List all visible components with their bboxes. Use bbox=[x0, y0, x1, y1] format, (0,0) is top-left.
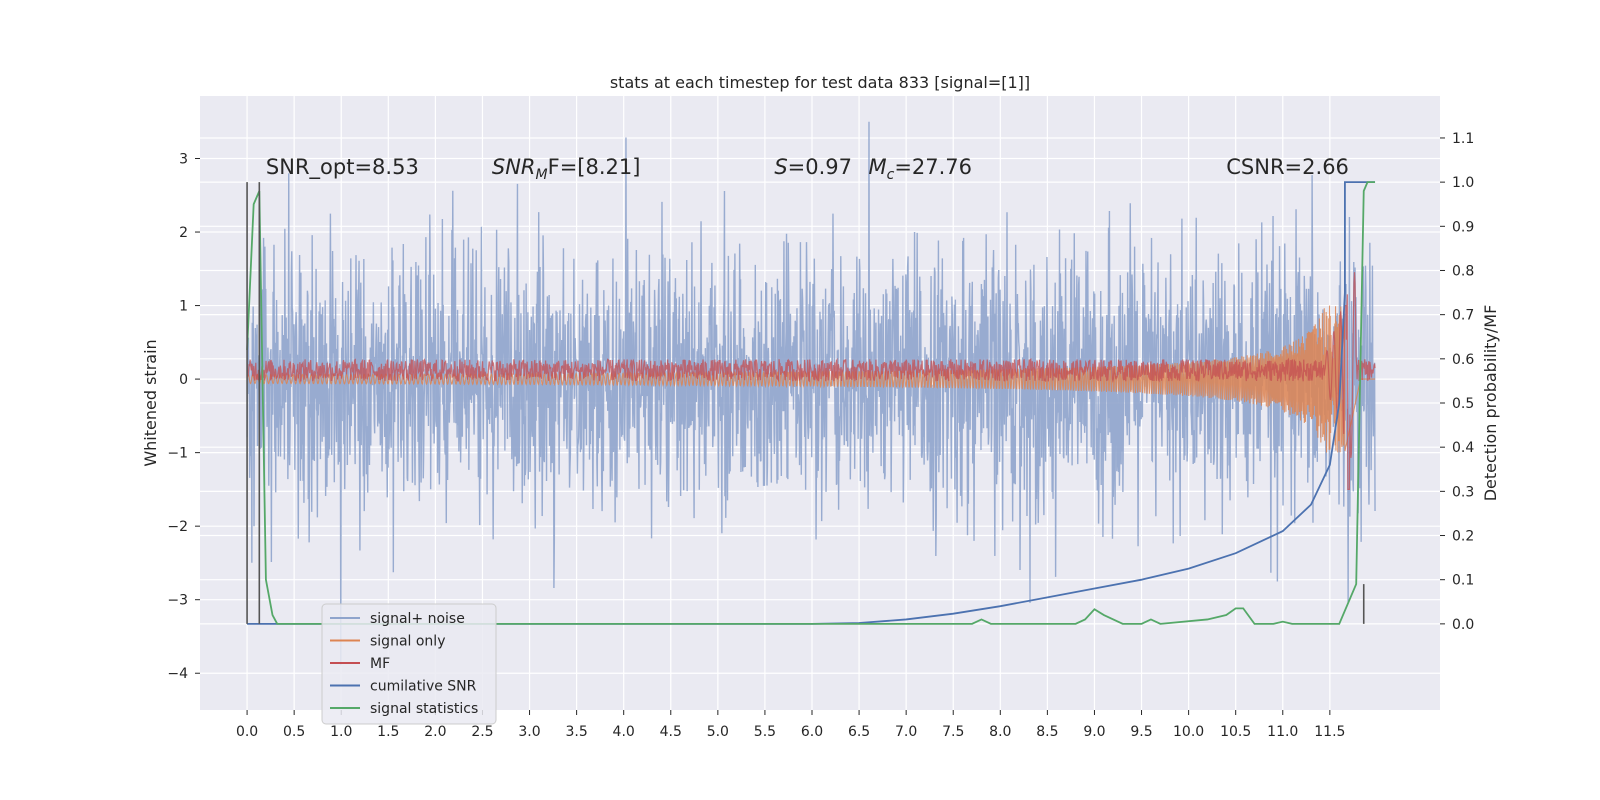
series-lines bbox=[246, 121, 1376, 666]
y-axis-right-ticks: 1.1 1.0 0.9 0.8 0.7 0.6 0.5 0.4 0.3 0.2 0.1 0.0 bbox=[1440, 131, 1474, 633]
series-signal-statistics bbox=[246, 181, 1376, 625]
annotation: S=0.97 bbox=[774, 155, 852, 179]
y-left-tick-label: 0 bbox=[179, 372, 188, 388]
y-right-tick-label: 0.1 bbox=[1452, 573, 1474, 589]
x-tick-label: 5.5 bbox=[754, 724, 776, 740]
x-tick-label: 7.5 bbox=[942, 724, 964, 740]
annotation: SNR_opt=8.53 bbox=[266, 155, 419, 180]
x-tick-label: 10.5 bbox=[1220, 724, 1251, 740]
y-right-tick-label: 0.3 bbox=[1452, 484, 1474, 500]
y-left-tick-label: −3 bbox=[167, 593, 188, 609]
x-tick-label: 3.0 bbox=[518, 724, 540, 740]
x-tick-label: 6.0 bbox=[801, 724, 823, 740]
annotation: Mc=27.76 bbox=[868, 155, 972, 183]
x-tick-label: 9.5 bbox=[1130, 724, 1152, 740]
y-left-tick-label: 3 bbox=[179, 152, 188, 168]
x-tick-label: 7.0 bbox=[895, 724, 917, 740]
y-right-tick-label: 0.8 bbox=[1452, 263, 1474, 279]
y-right-tick-label: 0.2 bbox=[1452, 529, 1474, 545]
legend-entry: MF bbox=[370, 656, 390, 672]
annotation: SNRMF=[8.21] bbox=[492, 155, 641, 183]
y-right-tick-label: 0.7 bbox=[1452, 308, 1474, 324]
y-axis-label-left: Whitened strain bbox=[141, 339, 160, 466]
x-tick-label: 8.5 bbox=[1036, 724, 1058, 740]
x-tick-label: 3.5 bbox=[565, 724, 587, 740]
x-tick-label: 0.5 bbox=[283, 724, 305, 740]
y-right-tick-label: 1.1 bbox=[1452, 131, 1474, 147]
x-tick-label: 6.5 bbox=[848, 724, 870, 740]
legend-entry: signal statistics bbox=[370, 701, 478, 717]
x-tick-label: 11.0 bbox=[1267, 724, 1298, 740]
y-axis-left-ticks: 3 2 1 0 −1 −2 −3 −4 bbox=[167, 152, 200, 682]
y-right-tick-label: 0.0 bbox=[1452, 617, 1474, 633]
y-left-tick-label: −1 bbox=[167, 446, 188, 462]
x-tick-label: 9.0 bbox=[1083, 724, 1105, 740]
annotations: SNR_opt=8.53 SNRMF=[8.21] S=0.97 Mc=27.76 CS… bbox=[266, 155, 1349, 183]
vertical-markers bbox=[246, 182, 1365, 624]
y-axis-label-right: Detection probability/MF bbox=[1481, 305, 1500, 502]
legend-entry: signal+ noise bbox=[370, 611, 465, 627]
chart-title: stats at each timestep for test data 833… bbox=[610, 73, 1030, 92]
legend-entry: cumilative SNR bbox=[370, 679, 477, 695]
annotation: CSNR=2.66 bbox=[1226, 155, 1349, 179]
y-left-tick-label: 2 bbox=[179, 225, 188, 241]
y-left-tick-label: −2 bbox=[167, 519, 188, 535]
x-tick-label: 4.5 bbox=[660, 724, 682, 740]
x-tick-label: 2.0 bbox=[424, 724, 446, 740]
legend-entry: signal only bbox=[370, 634, 445, 650]
x-tick-label: 1.0 bbox=[330, 724, 352, 740]
x-tick-label: 0.0 bbox=[236, 724, 258, 740]
x-tick-label: 11.5 bbox=[1314, 724, 1345, 740]
x-tick-label: 4.0 bbox=[613, 724, 635, 740]
x-tick-label: 8.0 bbox=[989, 724, 1011, 740]
x-axis-ticks: 0.0 0.5 1.0 1.5 2.0 2.5 3.0 3.5 4.0 4.5 5.0 5.5 6.0 6… bbox=[236, 710, 1345, 740]
y-right-tick-label: 1.0 bbox=[1452, 175, 1474, 191]
x-tick-label: 1.5 bbox=[377, 724, 399, 740]
series-mf bbox=[246, 272, 1376, 490]
y-right-tick-label: 0.6 bbox=[1452, 352, 1474, 368]
y-right-tick-label: 0.4 bbox=[1452, 440, 1474, 456]
y-left-tick-label: 1 bbox=[179, 299, 188, 315]
legend: signal+ noise signal only MF cumilative SNR… bbox=[321, 603, 497, 725]
y-left-tick-label: −4 bbox=[167, 666, 188, 682]
x-tick-label: 5.0 bbox=[707, 724, 729, 740]
y-right-tick-label: 0.9 bbox=[1452, 219, 1474, 235]
x-tick-label: 10.0 bbox=[1173, 724, 1204, 740]
y-right-tick-label: 0.5 bbox=[1452, 396, 1474, 412]
series-signal-only bbox=[246, 305, 1376, 453]
x-tick-label: 2.5 bbox=[471, 724, 493, 740]
legend-box bbox=[321, 603, 497, 725]
